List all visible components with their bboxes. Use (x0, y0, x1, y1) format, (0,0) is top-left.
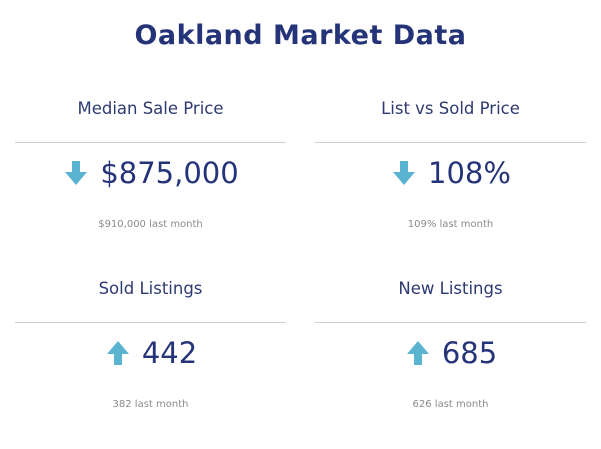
arrow-up-icon (106, 341, 129, 365)
divider (315, 322, 586, 323)
metric-value-row: 685 (315, 333, 586, 373)
metric-previous: $910,000 last month (98, 219, 203, 230)
divider (15, 142, 286, 143)
metric-value: $875,000 (100, 156, 239, 190)
metric-value-row: $875,000 (15, 153, 286, 193)
page-title: Oakland Market Data (134, 20, 467, 51)
metric-value-row: 108% (315, 153, 586, 193)
metric-card-new-listings: New Listings 685 626 last month (315, 279, 586, 449)
metric-label: Median Sale Price (77, 99, 224, 118)
metric-value: 685 (441, 336, 498, 370)
metric-card-list-vs-sold-price: List vs Sold Price 108% 109% last month (315, 99, 586, 269)
metric-card-median-sale-price: Median Sale Price $875,000 $910,000 last… (15, 99, 286, 269)
metric-previous: 382 last month (112, 399, 189, 410)
metric-label: New Listings (398, 279, 503, 298)
arrow-down-icon (393, 161, 416, 185)
divider (15, 322, 286, 323)
arrow-up-icon (406, 341, 429, 365)
metric-card-sold-listings: Sold Listings 442 382 last month (15, 279, 286, 449)
metric-label: Sold Listings (98, 279, 203, 298)
metric-value: 442 (141, 336, 198, 370)
metric-label: List vs Sold Price (381, 99, 520, 118)
metric-previous: 626 last month (412, 399, 489, 410)
metric-value-row: 442 (15, 333, 286, 373)
metric-previous: 109% last month (407, 219, 494, 230)
metric-value: 108% (428, 156, 511, 190)
divider (315, 142, 586, 143)
arrow-down-icon (65, 161, 88, 185)
